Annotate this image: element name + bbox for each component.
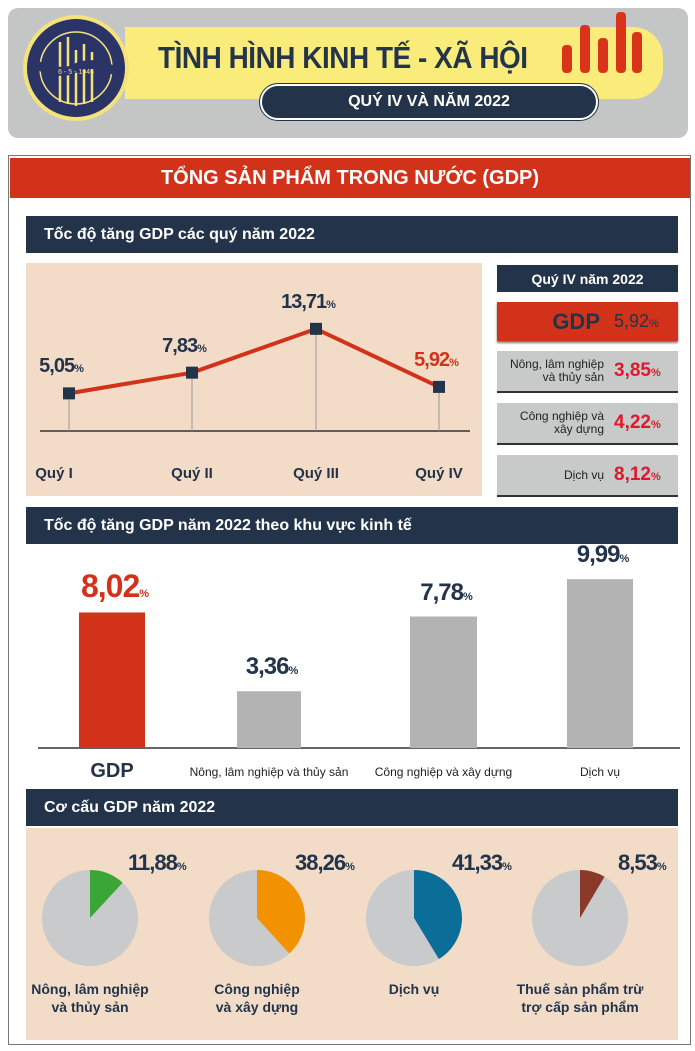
section-header-structure: Cơ cấu GDP năm 2022 <box>26 789 678 826</box>
pie-charts <box>42 870 628 966</box>
item-label: Dịch vụ <box>563 467 604 482</box>
line-chart-panel <box>26 263 482 496</box>
item-label: Nông, lâm nghiệp và thủy sản <box>509 357 604 384</box>
x-tick-label: Quý II <box>171 465 213 482</box>
content-frame <box>8 155 691 1045</box>
gso-logo: 6 - 5 - 1946 <box>23 15 129 121</box>
pie-label: Thuế sản phẩm trừ trợ cấp sản phẩm <box>516 981 644 1015</box>
data-label: 9,99% <box>576 541 629 569</box>
quarter4-gdp-box: GDP 5,92% <box>497 302 678 341</box>
section-header-sector: Tốc độ tăng GDP năm 2022 theo khu vực ki… <box>26 507 678 544</box>
item-value: 8,12% <box>614 464 661 485</box>
pie-slice <box>90 870 123 918</box>
bar <box>567 579 633 748</box>
pie-label: Dịch vụ <box>388 981 440 997</box>
data-label: 13,71% <box>281 290 336 313</box>
quarter4-item: Nông, lâm nghiệp và thủy sản 3,85% <box>497 351 678 393</box>
data-label: 8,02% <box>80 568 149 605</box>
x-tick-label: Quý I <box>35 465 73 482</box>
line-chart <box>40 322 470 432</box>
item-label: Công nghiệp và xây dựng <box>519 409 604 436</box>
data-label: 5,92% <box>414 348 459 371</box>
quarter4-title: Quý IV năm 2022 <box>497 265 678 292</box>
bar <box>410 616 477 748</box>
bar-chart <box>38 579 680 749</box>
data-point <box>63 387 75 400</box>
bar <box>79 612 145 748</box>
data-point <box>186 366 198 379</box>
section-header-quarterly: Tốc độ tăng GDP các quý năm 2022 <box>26 216 678 253</box>
bar <box>237 691 301 748</box>
x-tick-label: GDP <box>90 760 134 782</box>
item-value: 3,85% <box>614 360 661 381</box>
quarter4-item: Dịch vụ 8,12% <box>497 455 678 497</box>
item-value: 4,22% <box>614 412 661 433</box>
page-title: TÌNH HÌNH KINH TẾ - XÃ HỘI <box>158 40 528 75</box>
pie-slice <box>580 870 605 918</box>
data-point <box>433 380 445 393</box>
quarter4-item: Công nghiệp và xây dựng 4,22% <box>497 403 678 445</box>
x-tick-label: Quý IV <box>415 465 463 482</box>
bar-chart-icon <box>562 12 642 73</box>
logo-date: 6 - 5 - 1946 <box>58 69 94 76</box>
pie-label: Nông, lâm nghiệp và thủy sản <box>31 981 149 1015</box>
data-label: 7,78% <box>420 578 472 606</box>
period-badge: QUÝ IV VÀ NĂM 2022 <box>259 83 599 121</box>
data-label: 3,36% <box>245 653 298 681</box>
gdp-label: GDP <box>552 308 600 334</box>
pie-label: Công nghiệp và xây dựng <box>214 981 300 1015</box>
pie-value: 11,88% <box>128 850 187 875</box>
pie-slice <box>414 870 463 960</box>
series-line <box>68 326 440 396</box>
pie-value: 8,53% <box>618 850 667 875</box>
x-tick-label: Quý III <box>293 465 339 482</box>
pie-value: 38,26% <box>295 850 355 875</box>
x-tick-label: Dịch vụ <box>579 765 620 779</box>
pie-slice <box>257 870 305 954</box>
data-label: 7,83% <box>162 334 207 357</box>
main-title: TỔNG SẢN PHẨM TRONG NƯỚC (GDP) <box>10 158 690 198</box>
pie-value: 41,33% <box>452 850 512 875</box>
data-point <box>310 322 322 335</box>
gdp-value: 5,92% <box>614 311 659 331</box>
x-tick-label: Công nghiệp và xây dựng <box>374 765 513 779</box>
x-tick-label: Nông, lâm nghiệp và thủy sản <box>189 765 349 779</box>
data-label: 5,05% <box>39 355 84 378</box>
